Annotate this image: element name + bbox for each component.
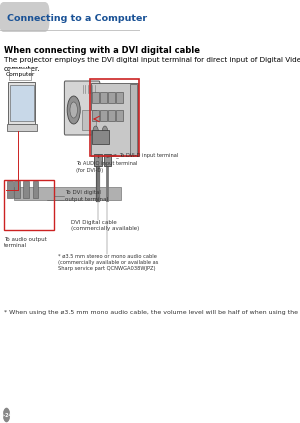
- FancyBboxPatch shape: [91, 83, 138, 156]
- FancyBboxPatch shape: [14, 187, 121, 200]
- FancyBboxPatch shape: [108, 91, 115, 102]
- FancyBboxPatch shape: [33, 181, 38, 198]
- Text: To DVI digital
output terminal: To DVI digital output terminal: [65, 190, 108, 202]
- FancyBboxPatch shape: [92, 91, 99, 102]
- Text: * When using the ø3.5 mm mono audio cable, the volume level will be half of when: * When using the ø3.5 mm mono audio cabl…: [4, 310, 300, 315]
- Text: To DVI-D input terminal: To DVI-D input terminal: [119, 153, 178, 157]
- Circle shape: [70, 102, 77, 118]
- FancyBboxPatch shape: [10, 85, 34, 121]
- Text: ①-24: ①-24: [0, 412, 13, 418]
- FancyBboxPatch shape: [100, 91, 107, 102]
- FancyBboxPatch shape: [94, 154, 102, 166]
- FancyBboxPatch shape: [9, 68, 31, 80]
- FancyBboxPatch shape: [64, 81, 100, 135]
- Circle shape: [67, 96, 80, 124]
- FancyBboxPatch shape: [108, 110, 115, 121]
- FancyBboxPatch shape: [8, 82, 35, 124]
- FancyBboxPatch shape: [116, 110, 123, 121]
- Text: When connecting with a DVI digital cable: When connecting with a DVI digital cable: [4, 46, 200, 55]
- FancyBboxPatch shape: [100, 110, 107, 121]
- Text: computer.: computer.: [4, 66, 41, 72]
- FancyBboxPatch shape: [0, 2, 50, 32]
- FancyBboxPatch shape: [130, 84, 137, 155]
- FancyBboxPatch shape: [92, 110, 99, 121]
- Circle shape: [102, 126, 108, 138]
- Circle shape: [93, 126, 98, 138]
- FancyBboxPatch shape: [7, 181, 13, 198]
- FancyBboxPatch shape: [23, 181, 29, 198]
- Circle shape: [3, 408, 10, 422]
- FancyBboxPatch shape: [104, 154, 110, 166]
- FancyBboxPatch shape: [82, 110, 96, 130]
- FancyBboxPatch shape: [92, 129, 109, 143]
- Text: * ø3.5 mm stereo or mono audio cable
(commercially available or available as
Sha: * ø3.5 mm stereo or mono audio cable (co…: [58, 254, 159, 272]
- Text: To audio output
terminal: To audio output terminal: [4, 237, 46, 248]
- Text: The projector employs the DVI digital input terminal for direct input of Digital: The projector employs the DVI digital in…: [4, 57, 300, 63]
- FancyBboxPatch shape: [116, 91, 123, 102]
- Text: Connecting to a Computer: Connecting to a Computer: [7, 14, 147, 22]
- FancyBboxPatch shape: [7, 124, 37, 131]
- Text: To AUDIO input terminal
(for DVI-D): To AUDIO input terminal (for DVI-D): [76, 162, 137, 173]
- Text: Computer: Computer: [5, 71, 35, 77]
- Text: DVI Digital cable
(commercially available): DVI Digital cable (commercially availabl…: [71, 220, 139, 231]
- FancyBboxPatch shape: [14, 181, 20, 198]
